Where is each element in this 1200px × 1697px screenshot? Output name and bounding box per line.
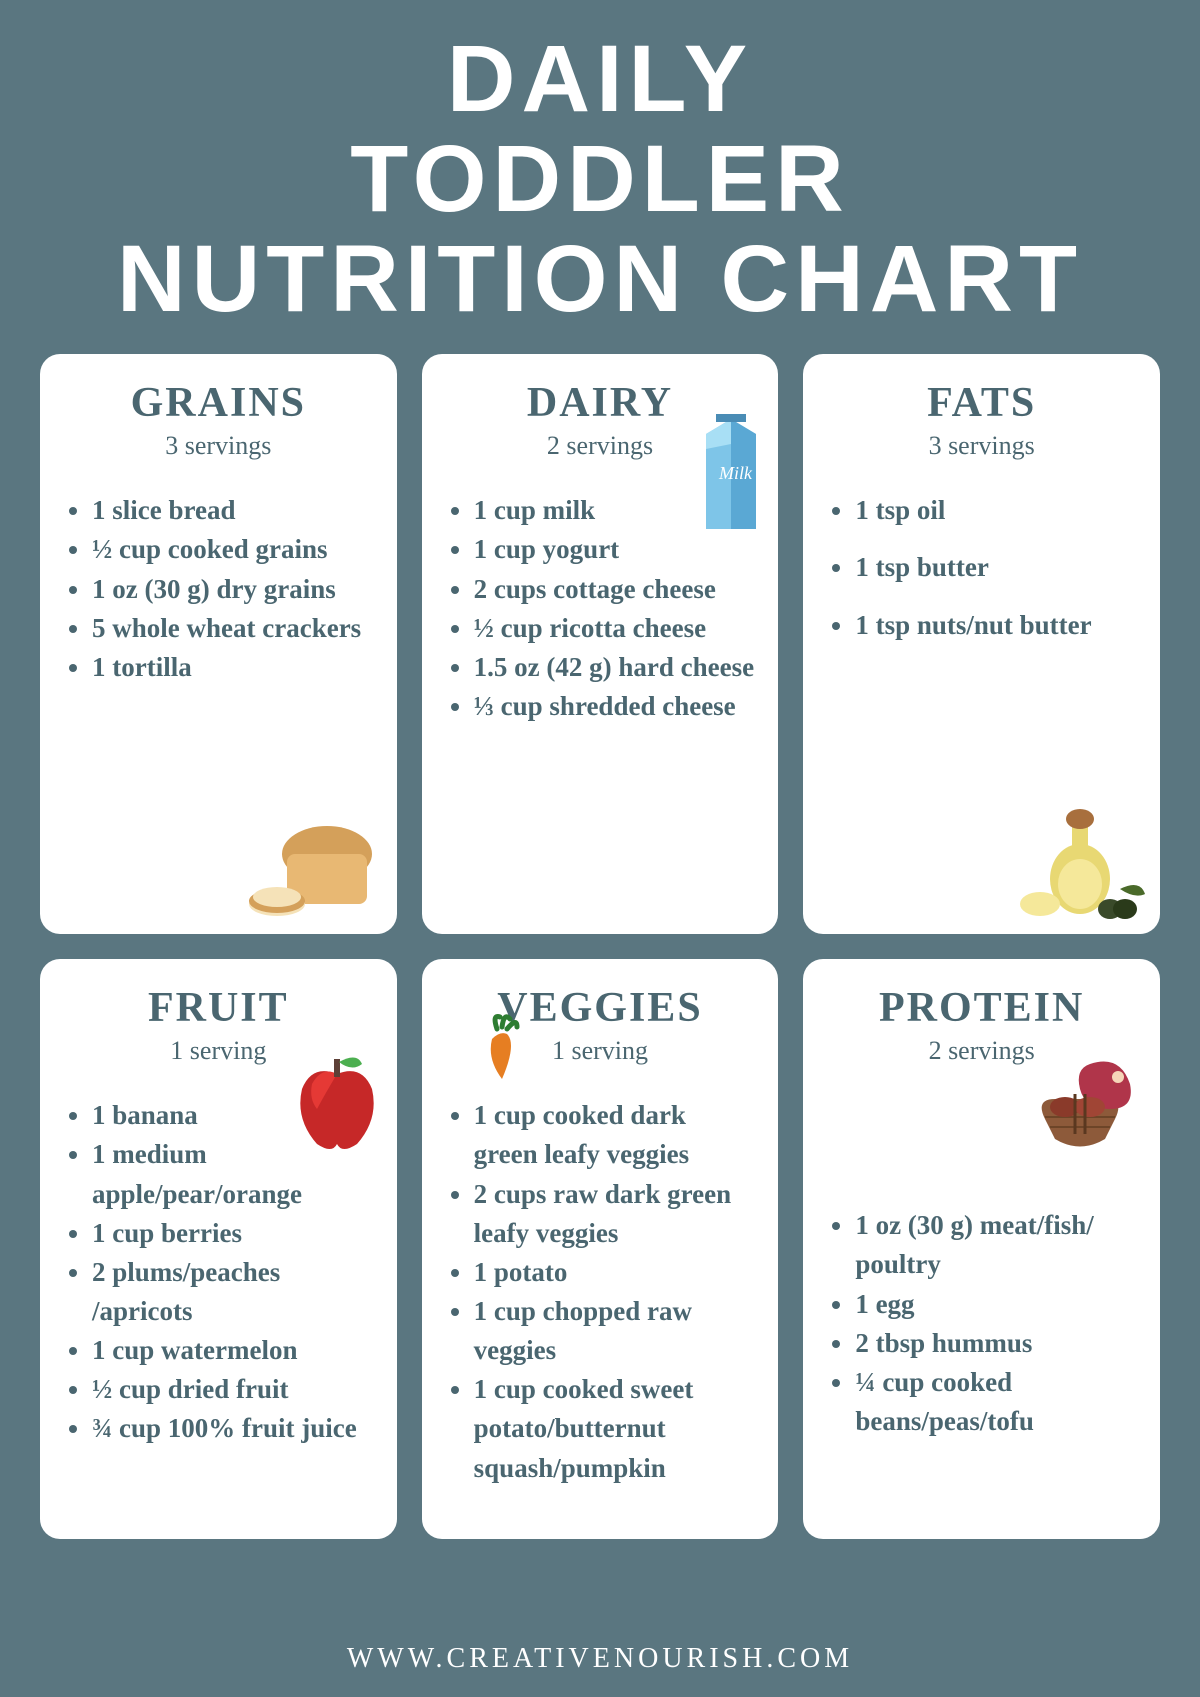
carrot-icon [472,1009,532,1084]
list-item: 2 cups cottage cheese [474,570,759,609]
footer-url: WWW.CREATIVENOURISH.COM [0,1643,1200,1675]
list-item: 2 plums/peaches /apricots [92,1253,377,1331]
card-fruit: FRUIT 1 serving 1 banana 1 medium apple/… [40,959,397,1539]
list-item: 2 cups raw dark green leafy veggies [474,1175,759,1253]
list-item: 2 tbsp hummus [855,1324,1140,1363]
meat-icon [1015,1039,1145,1159]
list-item: ⅓ cup shredded cheese [474,687,759,726]
svg-text:Milk: Milk [718,463,753,483]
milk-icon: Milk [696,409,766,539]
list-item: 1 cup cooked sweet potato/butternut squa… [474,1370,759,1487]
list-item: ¾ cup 100% fruit juice [92,1409,377,1448]
card-veggies: VEGGIES 1 serving 1 cup cooked dark gree… [422,959,779,1539]
card-title: GRAINS [60,379,377,427]
card-dairy: DAIRY 2 servings 1 cup milk 1 cup yogurt… [422,354,779,934]
card-grains: GRAINS 3 servings 1 slice bread ½ cup co… [40,354,397,934]
card-protein: PROTEIN 2 servings 1 oz (30 g) meat/fish… [803,959,1160,1539]
list-item: ½ cup ricotta cheese [474,609,759,648]
list-item: 1 tsp nuts/nut butter [855,606,1140,645]
list-item: 1 cup cooked dark green leafy veggies [474,1096,759,1174]
list-item: 1 oz (30 g) dry grains [92,570,377,609]
list-item: 1 oz (30 g) meat/fish/ poultry [855,1206,1140,1284]
card-fats: FATS 3 servings 1 tsp oil 1 tsp butter 1… [803,354,1160,934]
list-item: 1.5 oz (42 g) hard cheese [474,648,759,687]
card-subtitle: 3 servings [823,431,1140,461]
list-item: ¼ cup cooked beans/peas/tofu [855,1363,1140,1441]
card-title: PROTEIN [823,984,1140,1032]
oil-icon [1010,794,1150,924]
list-item: 1 cup chopped raw veggies [474,1292,759,1370]
list-item: 1 slice bread [92,491,377,530]
cards-grid: GRAINS 3 servings 1 slice bread ½ cup co… [0,354,1200,1539]
title-line: TODDLER [20,130,1180,230]
list-item: 1 egg [855,1285,1140,1324]
list-item: 5 whole wheat crackers [92,609,377,648]
list-item: 1 tsp oil [855,491,1140,530]
card-list: 1 oz (30 g) meat/fish/ poultry 1 egg 2 t… [823,1206,1140,1441]
page-title: DAILY TODDLER NUTRITION CHART [0,0,1200,354]
list-item: 1 tortilla [92,648,377,687]
apple-icon [287,1044,387,1154]
bread-icon [242,819,382,929]
card-list: 1 cup cooked dark green leafy veggies 2 … [442,1096,759,1487]
card-list: 1 slice bread ½ cup cooked grains 1 oz (… [60,491,377,687]
card-subtitle: 3 servings [60,431,377,461]
list-item: 1 cup watermelon [92,1331,377,1370]
card-list: 1 tsp oil 1 tsp butter 1 tsp nuts/nut bu… [823,491,1140,644]
list-item: ½ cup cooked grains [92,530,377,569]
list-item: ½ cup dried fruit [92,1370,377,1409]
card-title: FRUIT [60,984,377,1032]
list-item: 1 tsp butter [855,548,1140,587]
list-item: 1 cup berries [92,1214,377,1253]
title-line: DAILY [20,30,1180,130]
list-item: 1 potato [474,1253,759,1292]
card-title: FATS [823,379,1140,427]
title-line: NUTRITION CHART [20,230,1180,330]
